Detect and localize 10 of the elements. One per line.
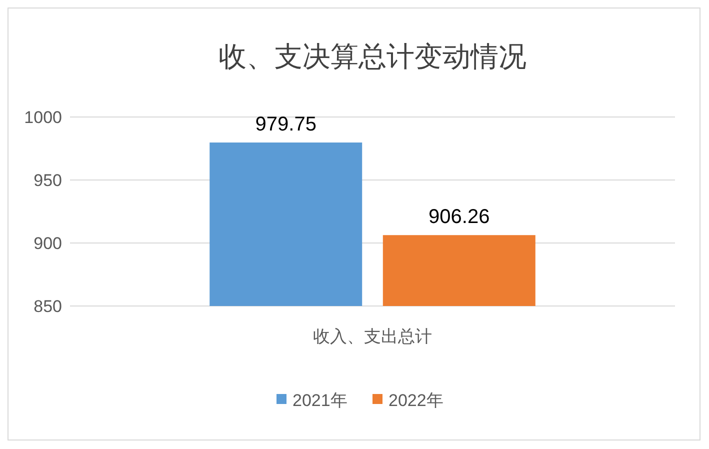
y-tick-label: 900 bbox=[34, 234, 62, 253]
data-label: 979.75 bbox=[255, 114, 316, 136]
legend-label: 2022年 bbox=[388, 390, 444, 410]
y-tick-label: 850 bbox=[34, 296, 62, 316]
y-tick-label: 1000 bbox=[24, 108, 62, 127]
y-tick-label: 950 bbox=[34, 170, 62, 190]
legend-label: 2021年 bbox=[292, 390, 348, 410]
x-tick-label: 收入、支出总计 bbox=[313, 327, 432, 346]
data-label: 906.26 bbox=[428, 206, 490, 228]
chart-title: 收、支决算总计变动情况 bbox=[218, 41, 526, 72]
